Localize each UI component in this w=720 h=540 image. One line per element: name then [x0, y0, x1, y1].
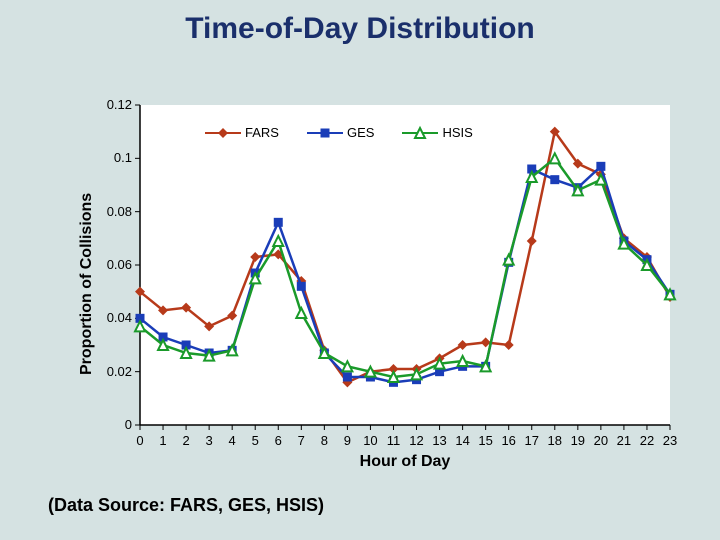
- series-marker-hsis: [550, 153, 560, 163]
- y-tick-label: 0.04: [107, 310, 132, 325]
- y-tick-label: 0.1: [114, 150, 132, 165]
- series-marker-hsis: [365, 367, 375, 377]
- x-tick-label: 7: [291, 433, 311, 448]
- series-marker-ges: [297, 282, 306, 291]
- y-tick-label: 0.02: [107, 364, 132, 379]
- x-tick-label: 23: [660, 433, 680, 448]
- x-tick-label: 18: [545, 433, 565, 448]
- x-tick-label: 3: [199, 433, 219, 448]
- plot-area: FARS GES HSIS: [140, 105, 670, 425]
- x-tick-label: 0: [130, 433, 150, 448]
- series-marker-hsis: [273, 236, 283, 246]
- legend-label: FARS: [245, 125, 279, 140]
- series-marker-hsis: [296, 308, 306, 318]
- series-marker-ges: [550, 175, 559, 184]
- x-tick-label: 12: [407, 433, 427, 448]
- source-note: (Data Source: FARS, GES, HSIS): [48, 495, 324, 516]
- x-tick-label: 17: [522, 433, 542, 448]
- x-tick-label: 4: [222, 433, 242, 448]
- x-tick-label: 20: [591, 433, 611, 448]
- legend: FARS GES HSIS: [205, 125, 473, 140]
- series-marker-fars: [250, 252, 260, 262]
- series-marker-hsis: [412, 369, 422, 379]
- legend-item-ges: GES: [307, 125, 374, 140]
- x-tick-label: 14: [453, 433, 473, 448]
- legend-item-hsis: HSIS: [402, 125, 472, 140]
- x-tick-label: 5: [245, 433, 265, 448]
- y-tick-label: 0: [125, 417, 132, 432]
- series-marker-hsis: [388, 372, 398, 382]
- x-tick-label: 22: [637, 433, 657, 448]
- x-tick-label: 16: [499, 433, 519, 448]
- series-marker-fars: [458, 340, 468, 350]
- x-tick-label: 10: [360, 433, 380, 448]
- x-tick-label: 19: [568, 433, 588, 448]
- legend-line: [307, 132, 343, 134]
- series-line-ges: [140, 166, 670, 382]
- x-tick-label: 6: [268, 433, 288, 448]
- series-marker-fars: [227, 311, 237, 321]
- series-marker-ges: [274, 218, 283, 227]
- x-tick-label: 11: [383, 433, 403, 448]
- y-tick-label: 0.08: [107, 204, 132, 219]
- series-line-fars: [140, 132, 670, 383]
- y-axis-label: Proportion of Collisions: [78, 193, 96, 375]
- chart-svg: [140, 105, 670, 425]
- series-marker-hsis: [458, 356, 468, 366]
- page-title: Time-of-Day Distribution: [0, 12, 720, 46]
- x-tick-label: 8: [314, 433, 334, 448]
- x-tick-label: 13: [430, 433, 450, 448]
- x-tick-label: 9: [337, 433, 357, 448]
- x-axis-label: Hour of Day: [140, 453, 670, 471]
- legend-label: GES: [347, 125, 374, 140]
- x-tick-label: 15: [476, 433, 496, 448]
- legend-item-fars: FARS: [205, 125, 279, 140]
- series-marker-fars: [504, 340, 514, 350]
- legend-line: [205, 132, 241, 134]
- legend-line: [402, 132, 438, 134]
- x-tick-label: 21: [614, 433, 634, 448]
- series-marker-hsis: [342, 361, 352, 371]
- legend-label: HSIS: [442, 125, 472, 140]
- series-line-hsis: [140, 158, 670, 377]
- y-tick-label: 0.12: [107, 97, 132, 112]
- y-tick-label: 0.06: [107, 257, 132, 272]
- series-marker-fars: [527, 236, 537, 246]
- x-tick-label: 1: [153, 433, 173, 448]
- x-tick-label: 2: [176, 433, 196, 448]
- series-marker-hsis: [504, 255, 514, 265]
- series-marker-ges: [343, 373, 352, 382]
- series-marker-ges: [596, 162, 605, 171]
